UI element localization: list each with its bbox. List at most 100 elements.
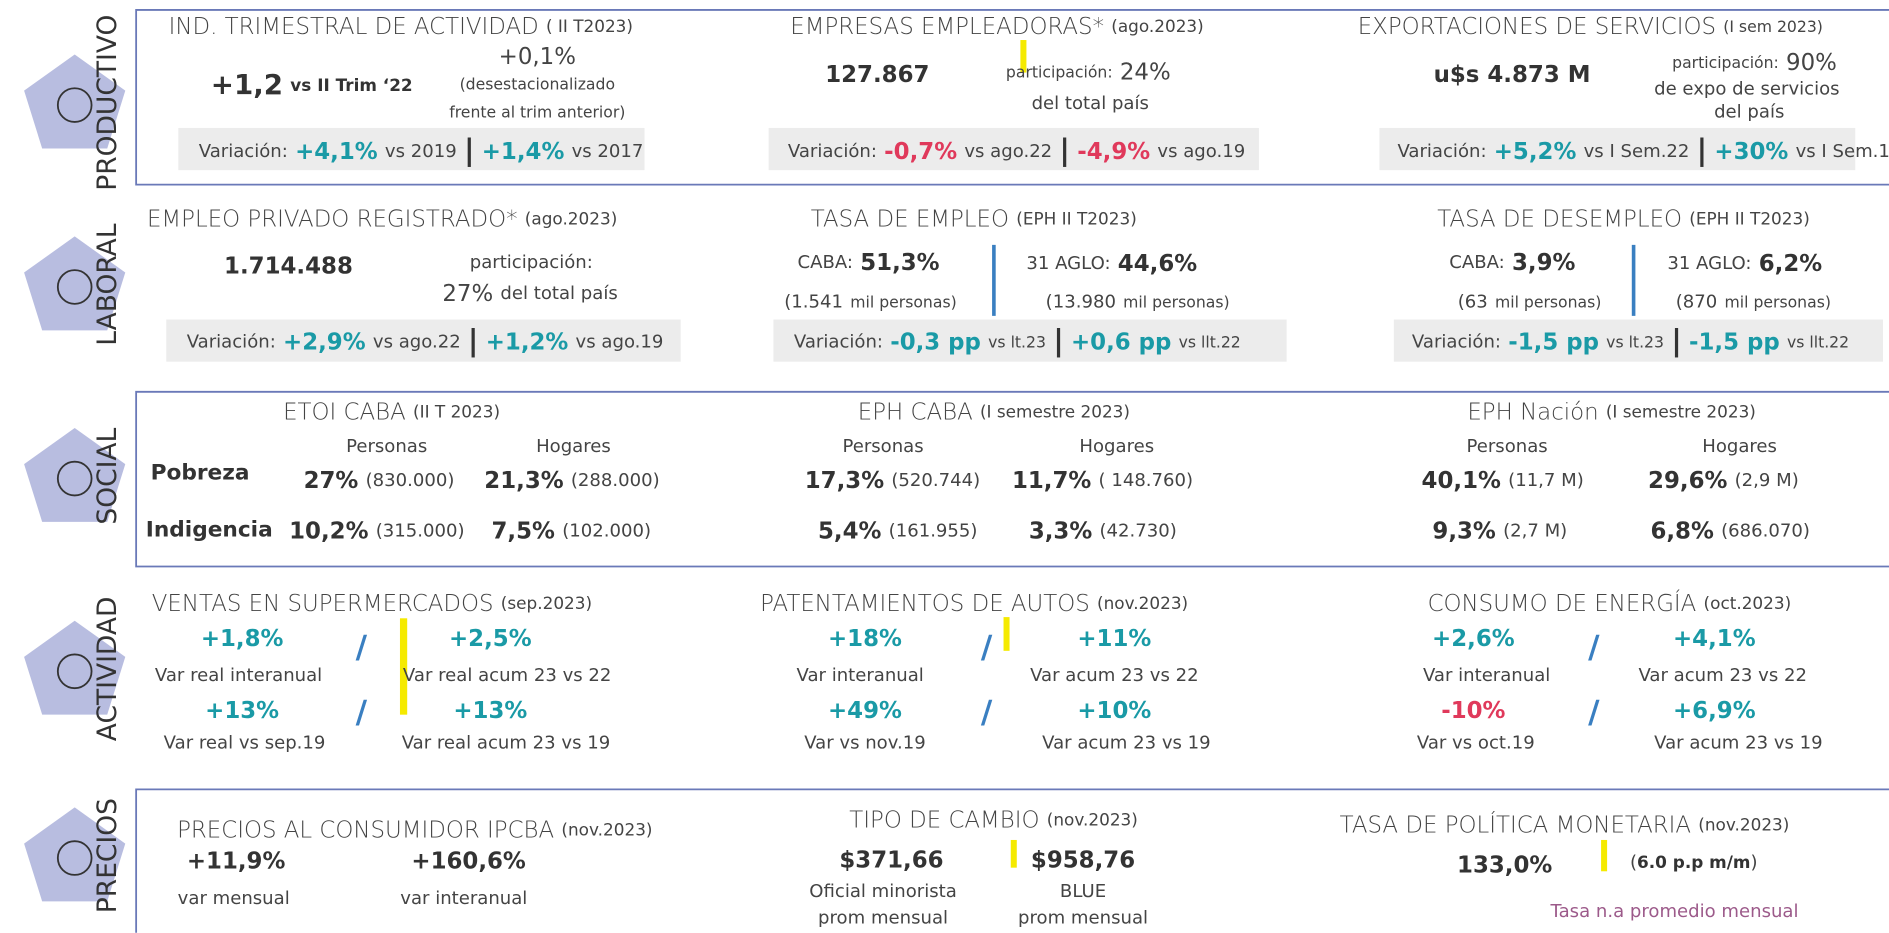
text-run: 7,5%: [492, 518, 556, 544]
text-line: 6,8% (686.070): [1650, 518, 1809, 544]
text-run: participación:: [1672, 52, 1779, 71]
text-line: Tasa n.a promedio mensual: [1550, 901, 1799, 922]
text-run: prom mensual: [1018, 907, 1148, 928]
text-run: +13%: [453, 698, 527, 724]
text-run: vs lt.23: [1606, 332, 1664, 351]
text-line: TASA DE DESEMPLEO (EPH II T2023): [1437, 206, 1810, 232]
section: LABORAL EMPLEO PRIVADO REGISTRADO* (ago.20…: [24, 206, 1849, 357]
text-line: 17,3% (520.744): [805, 467, 980, 493]
text-run: +2,6%: [1432, 625, 1515, 651]
text-run: +2,5%: [449, 625, 532, 651]
text-line: +11%: [1077, 625, 1151, 651]
text-line: /: [1588, 694, 1600, 730]
variation-box: [773, 319, 1287, 362]
text-run: ): [1750, 852, 1757, 873]
text-run: Var acum 23 vs 19: [1042, 733, 1211, 754]
text-run: -10%: [1441, 698, 1505, 724]
text-run: var interanual: [400, 888, 527, 909]
text-run: (nov.2023): [1047, 810, 1138, 830]
block: ETOI CABA (II T 2023) Personas Hogares 27% (8…: [283, 399, 660, 544]
text-line: +0,1%: [499, 43, 576, 69]
text-run: |: [468, 323, 479, 357]
text-run: vs ago.22: [373, 331, 461, 352]
text-run: 6,2%: [1759, 251, 1823, 277]
text-run: Var acum 23 vs 22: [1030, 665, 1199, 686]
variation-box: [1393, 319, 1883, 362]
text-line: $371,66: [839, 847, 943, 873]
text-run: Personas: [842, 436, 923, 457]
text-run: +5,2%: [1494, 139, 1577, 165]
text-run: 11,7%: [1012, 467, 1091, 493]
text-line: +18%: [828, 625, 902, 651]
text-run: /: [1588, 694, 1600, 730]
section-label: PRECIOS: [92, 798, 123, 913]
highlights: [399, 40, 1608, 872]
text-run: EPH CABA: [858, 399, 973, 425]
text-run: (nov.2023): [1097, 593, 1188, 613]
text-line: (1.541 mil personas): [784, 292, 956, 313]
text-run: Personas: [1467, 436, 1548, 457]
text-run: (1.541: [784, 292, 843, 313]
text-run: TASA DE EMPLEO: [811, 206, 1009, 232]
block: EXPORTACIONES DE SERVICIOS (I sem 2023) u$…: [1358, 13, 1889, 167]
text-line: del país: [1714, 101, 1784, 122]
text-run: 31 AGLO:: [1026, 253, 1110, 274]
icon-glyph: [56, 840, 93, 876]
text-run: BLUE: [1060, 881, 1106, 902]
text-run: vs 2019: [385, 141, 457, 162]
section-label: SOCIAL: [92, 427, 123, 524]
highlight: [399, 618, 408, 715]
text-line: Variación: -0,7% vs ago.22 | -4,9% vs ago.19: [788, 133, 1245, 167]
icon-glyph: [56, 87, 93, 123]
text-line: Personas: [842, 436, 923, 457]
text-line: 21,3% (288.000): [484, 467, 659, 493]
text-line: /: [356, 694, 368, 730]
text-line: 40,1% (11,7 M): [1422, 467, 1584, 493]
row-label: Indigencia: [146, 517, 273, 542]
section-icon: [24, 54, 126, 149]
text-line: Variación: +2,9% vs ago.22 | +1,2% vs ago.19: [187, 323, 664, 357]
section-icon: [24, 236, 126, 331]
text-run: mil personas): [1123, 292, 1229, 311]
text-run: +0,1%: [499, 43, 576, 69]
block: CONSUMO DE ENERGÍA (oct.2023) +2,6% / +4,1% V…: [1417, 588, 1823, 753]
text-run: Variación:: [199, 141, 288, 162]
text-run: EXPORTACIONES DE SERVICIOS: [1358, 13, 1716, 39]
text-run: |: [464, 133, 475, 167]
block: PATENTAMIENTOS DE AUTOS (nov.2023) +18% / +1…: [760, 590, 1211, 753]
text-run: -1,5 pp: [1508, 329, 1599, 355]
text-run: EMPRESAS EMPLEADORAS*: [790, 13, 1104, 39]
section: PRODUCTIVO IND. TRIMESTRAL DE ACTIVIDAD ( …: [24, 13, 1889, 191]
text-run: +6,9%: [1673, 698, 1756, 724]
text-run: participación:: [470, 252, 593, 273]
text-run: (686.070): [1721, 521, 1810, 542]
text-run: |: [1697, 133, 1708, 167]
text-run: 5,4%: [818, 518, 882, 544]
text-line: Var vs oct.19: [1417, 733, 1535, 754]
text-run: (102.000): [562, 521, 651, 542]
text-run: (desestacionalizado: [460, 74, 615, 93]
text-line: 27% (830.000): [304, 467, 455, 493]
variation-box: [166, 319, 681, 362]
text-line: PRECIOS AL CONSUMIDOR IPCBA (nov.2023): [177, 817, 652, 843]
text-run: TIPO DE CAMBIO: [849, 807, 1039, 833]
text-line: +13%: [205, 698, 279, 724]
text-run: +11%: [1077, 625, 1151, 651]
text-line: Var vs nov.19: [804, 733, 926, 754]
section-label: ACTIVIDAD: [92, 597, 123, 742]
text-line: +11,9%: [187, 848, 286, 874]
text-run: 133,0%: [1457, 852, 1552, 878]
text-run: vs I Sem.22: [1584, 141, 1690, 162]
highlight: [1601, 839, 1608, 872]
text-line: Hogares: [1079, 436, 1154, 457]
text-run: +10%: [1077, 698, 1151, 724]
text-run: (I semestre 2023): [980, 401, 1130, 421]
text-run: (I semestre 2023): [1606, 401, 1756, 421]
text-run: +4,1%: [295, 139, 378, 165]
text-run: (288.000): [571, 470, 660, 491]
block: IND. TRIMESTRAL DE ACTIVIDAD ( II T2023) +…: [169, 13, 644, 167]
text-run: 3,3%: [1029, 518, 1093, 544]
text-line: 31 AGLO: 44,6%: [1026, 251, 1197, 277]
text-line: Variación: +5,2% vs I Sem.22 | +30% vs I Sem.…: [1397, 133, 1889, 167]
text-line: frente al trim anterior): [449, 102, 625, 121]
